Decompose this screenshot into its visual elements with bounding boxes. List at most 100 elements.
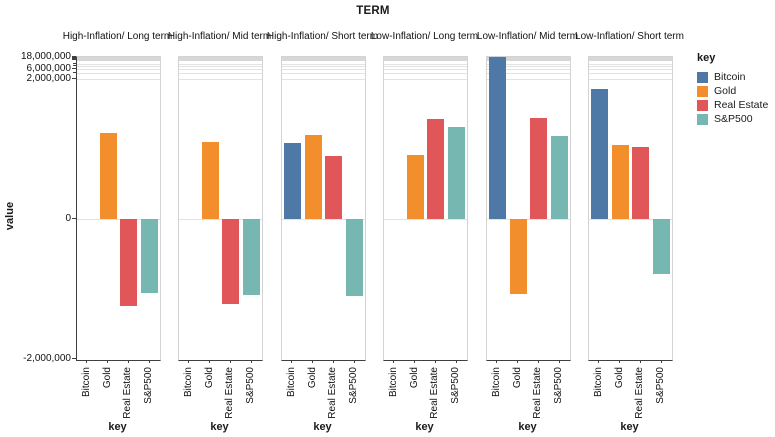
x-axis-title: key: [313, 421, 332, 433]
gridline: [384, 73, 467, 74]
y-tick-mark: [72, 68, 76, 69]
y-tick-label: 6,000,000: [26, 62, 72, 74]
bar-gold: [612, 145, 629, 219]
x-tick-label-gold: Gold: [409, 367, 420, 389]
y-minor-tick-mark: [73, 65, 76, 67]
bar-s-p500: [448, 127, 465, 219]
legend-entry-label: Bitcoin: [714, 71, 746, 83]
bar-gold: [305, 135, 322, 219]
x-tick-mark: [496, 360, 497, 363]
facet-title-low-inflation-short-term: Low-Inflation/ Short term: [575, 31, 684, 42]
x-tick-label-s-p500: S&P500: [143, 367, 154, 404]
x-tick-label-bitcoin: Bitcoin: [81, 367, 92, 398]
gridline: [282, 73, 365, 74]
x-tick-label-s-p500: S&P500: [348, 367, 359, 404]
x-tick-mark: [291, 360, 292, 363]
x-axis-title: key: [620, 421, 639, 433]
gridline: [282, 64, 365, 65]
compressed-gridline-band: [589, 57, 672, 61]
bar-bitcoin: [489, 57, 506, 219]
facet-title-high-inflation-short-term: High-Inflation/ Short term: [266, 31, 379, 42]
gridline: [487, 79, 570, 80]
x-axis-title: key: [210, 421, 229, 433]
bar-s-p500: [653, 219, 670, 274]
x-tick-label-s-p500: S&P500: [553, 367, 564, 404]
legend-swatch-real-estate-icon: [697, 99, 708, 111]
gridline: [282, 69, 365, 70]
y-tick-label: 0: [65, 212, 71, 224]
facet-title-high-inflation-mid-term: High-Inflation/ Mid term: [167, 31, 272, 42]
compressed-gridline-band: [77, 57, 160, 61]
x-axis-title: key: [518, 421, 537, 433]
legend-entry-real-estate[interactable]: Real Estate: [697, 98, 768, 112]
bar-real-estate: [427, 119, 444, 219]
x-tick-label-s-p500: S&P500: [450, 367, 461, 404]
facet-panel-2: [178, 56, 263, 361]
x-axis-title: key: [415, 421, 434, 433]
gridline: [179, 79, 262, 80]
x-axis-title: key: [108, 421, 127, 433]
gridline: [384, 79, 467, 80]
y-merged-tick-marks: [72, 56, 76, 60]
gridline: [589, 73, 672, 74]
gridline: [487, 69, 570, 70]
x-tick-mark: [209, 360, 210, 363]
gridline: [589, 79, 672, 80]
compressed-gridline-band: [487, 57, 570, 61]
gridline: [282, 66, 365, 67]
gridline: [282, 219, 365, 220]
gridline: [384, 66, 467, 67]
x-tick-mark: [312, 360, 313, 363]
facet-panel-5: [486, 56, 571, 361]
gridline: [179, 64, 262, 65]
x-tick-mark: [188, 360, 189, 363]
x-tick-mark: [251, 360, 252, 363]
bar-gold: [510, 219, 527, 294]
compressed-gridline-band: [179, 57, 262, 61]
y-tick-label: -2,000,000: [23, 352, 71, 364]
x-tick-label-gold: Gold: [307, 367, 318, 389]
gridline: [589, 69, 672, 70]
x-tick-mark: [661, 360, 662, 363]
gridline: [589, 219, 672, 220]
facet-title-high-inflation-long-term: High-Inflation/ Long term: [62, 31, 173, 42]
x-tick-label-gold: Gold: [102, 367, 113, 389]
gridline: [384, 64, 467, 65]
x-tick-mark: [149, 360, 150, 363]
gridline: [179, 66, 262, 67]
facet-panel-3: [281, 56, 366, 361]
x-tick-label-real-estate: Real Estate: [327, 367, 338, 419]
x-tick-mark: [640, 360, 641, 363]
y-tick-label: 2,000,000: [26, 72, 72, 84]
bar-real-estate: [222, 219, 239, 304]
x-tick-label-gold: Gold: [614, 367, 625, 389]
x-tick-mark: [517, 360, 518, 363]
legend-entry-s-p500[interactable]: S&P500: [697, 112, 768, 126]
legend-entry-label: Gold: [714, 85, 737, 97]
x-tick-label-gold: Gold: [512, 367, 523, 389]
gridline: [179, 73, 262, 74]
gridline: [77, 64, 160, 65]
bar-bitcoin: [591, 89, 608, 219]
x-tick-mark: [538, 360, 539, 363]
y-tick-mark: [72, 218, 76, 219]
gridline: [77, 219, 160, 220]
legend-entry-bitcoin[interactable]: Bitcoin: [697, 70, 768, 84]
y-minor-tick-mark: [73, 63, 76, 65]
facet-title-low-inflation-mid-term: Low-Inflation/ Mid term: [476, 31, 579, 42]
y-tick-label: 18,000,000: [20, 50, 71, 62]
bar-real-estate: [530, 118, 547, 219]
bar-bitcoin: [284, 143, 301, 219]
bar-real-estate: [120, 219, 137, 306]
x-tick-label-bitcoin: Bitcoin: [286, 367, 297, 398]
legend-entry-label: Real Estate: [714, 99, 769, 111]
x-tick-mark: [86, 360, 87, 363]
bar-real-estate: [325, 156, 342, 219]
chart-title: TERM: [356, 5, 390, 17]
legend-entry-gold[interactable]: Gold: [697, 84, 768, 98]
facet-title-low-inflation-long-term: Low-Inflation/ Long term: [370, 31, 479, 42]
x-tick-label-s-p500: S&P500: [655, 367, 666, 404]
gridline: [77, 69, 160, 70]
facet-panel-4: [383, 56, 468, 361]
